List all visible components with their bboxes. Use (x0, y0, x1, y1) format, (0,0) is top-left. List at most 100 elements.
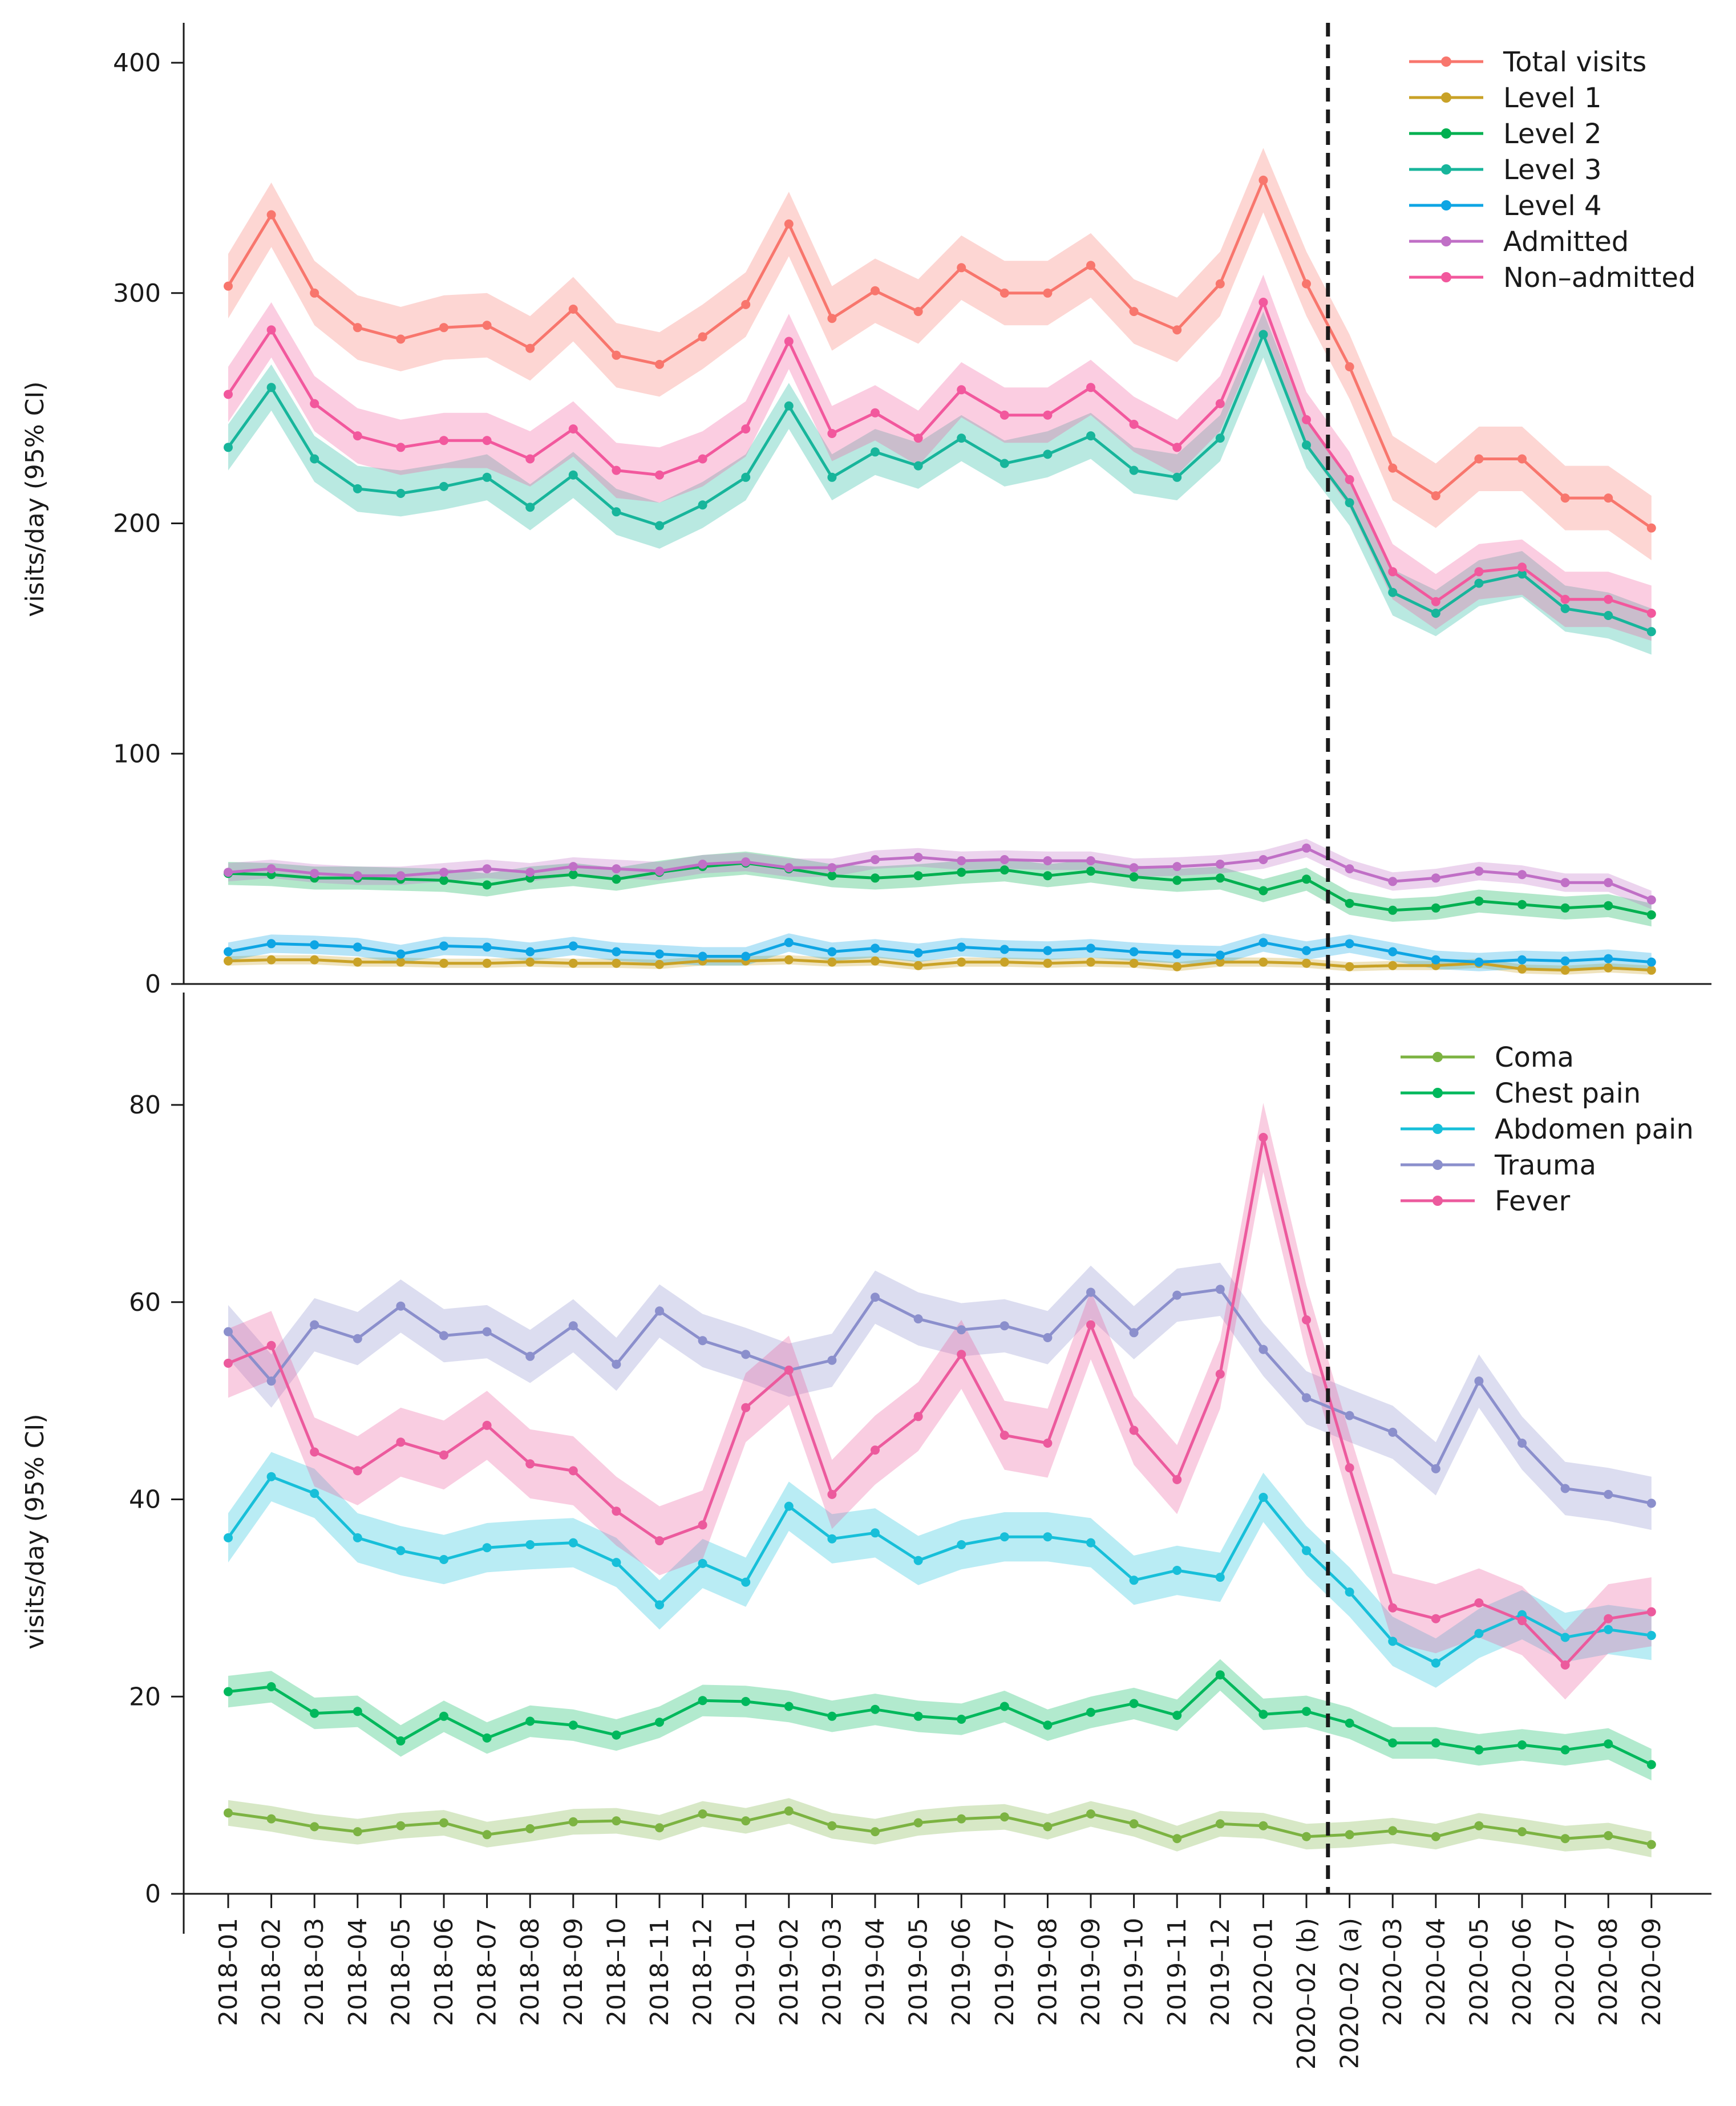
data-point-bottom-2 (1259, 1493, 1268, 1502)
data-point-top-2 (871, 873, 880, 883)
data-point-top-4 (353, 942, 362, 952)
series-line-bottom-1 (228, 1673, 1652, 1766)
data-point-top-4 (1043, 946, 1053, 955)
data-point-top-5 (1259, 855, 1268, 864)
data-point-bottom-1 (1560, 1745, 1570, 1755)
data-point-bottom-1 (396, 1736, 406, 1745)
data-point-bottom-3 (1431, 1464, 1440, 1473)
data-point-top-3 (612, 507, 621, 517)
y-axis-label-top: visits/day (95% CI) (21, 381, 50, 617)
data-point-top-1 (655, 959, 664, 969)
data-point-bottom-3 (612, 1359, 621, 1369)
data-point-top-2 (1604, 901, 1613, 910)
data-point-bottom-2 (913, 1556, 923, 1565)
data-point-top-4 (1172, 949, 1182, 959)
x-tick-label: 2018–08 (516, 1918, 545, 2026)
data-point-bottom-2 (871, 1528, 880, 1538)
data-point-bottom-3 (1474, 1376, 1484, 1386)
data-point-top-1 (871, 956, 880, 966)
data-point-top-2 (568, 870, 578, 880)
x-tick-label: 2019–10 (1120, 1918, 1149, 2026)
data-point-top-6 (525, 454, 535, 464)
data-point-bottom-1 (482, 1733, 492, 1743)
data-point-top-4 (1215, 950, 1225, 960)
data-point-top-3 (482, 472, 492, 482)
data-point-top-1 (353, 957, 362, 967)
data-point-bottom-4 (999, 1431, 1009, 1440)
data-point-bottom-4 (1086, 1320, 1095, 1330)
y-tick-label-top: 300 (113, 279, 161, 308)
data-point-bottom-2 (1086, 1538, 1095, 1548)
x-tick-label: 2019–11 (1163, 1918, 1192, 2026)
legend-marker-top-0 (1441, 56, 1451, 67)
data-point-bottom-3 (568, 1321, 578, 1331)
data-point-top-3 (741, 472, 751, 482)
data-point-bottom-0 (698, 1809, 707, 1819)
legend-marker-top-5 (1441, 236, 1451, 246)
data-point-bottom-3 (1215, 1285, 1225, 1294)
data-point-top-4 (1604, 954, 1613, 963)
data-point-top-0 (957, 263, 966, 273)
data-point-bottom-0 (1086, 1809, 1095, 1819)
data-point-top-3 (310, 454, 319, 464)
data-point-bottom-4 (525, 1459, 535, 1469)
data-point-top-5 (1474, 866, 1484, 876)
data-point-bottom-3 (439, 1331, 448, 1340)
data-point-bottom-0 (957, 1814, 966, 1824)
data-point-bottom-0 (612, 1816, 621, 1826)
data-point-top-4 (741, 951, 751, 961)
data-point-top-0 (999, 288, 1009, 298)
data-point-top-0 (1388, 463, 1398, 473)
data-point-top-4 (612, 947, 621, 957)
data-point-top-6 (1388, 567, 1398, 577)
data-point-top-3 (396, 489, 406, 498)
data-point-bottom-4 (1043, 1439, 1053, 1448)
data-point-top-4 (1302, 946, 1311, 955)
data-point-top-3 (1604, 611, 1613, 620)
data-point-bottom-4 (612, 1506, 621, 1516)
data-point-top-6 (957, 385, 966, 395)
y-tick-label-bottom: 60 (129, 1288, 161, 1317)
series-line-top-4 (228, 941, 1652, 964)
data-point-top-6 (1474, 567, 1484, 577)
data-point-top-3 (1345, 498, 1354, 508)
data-point-top-0 (353, 323, 362, 333)
data-point-top-4 (1086, 943, 1095, 953)
data-point-top-6 (266, 325, 276, 335)
series-line-top-5 (228, 847, 1652, 901)
data-point-bottom-2 (266, 1472, 276, 1481)
data-point-bottom-1 (1388, 1738, 1398, 1748)
data-point-bottom-4 (1129, 1425, 1139, 1435)
data-point-bottom-2 (655, 1600, 664, 1610)
data-point-top-3 (1388, 588, 1398, 597)
data-point-bottom-3 (1086, 1287, 1095, 1297)
data-point-bottom-4 (784, 1366, 794, 1375)
data-point-top-5 (999, 855, 1009, 864)
data-point-bottom-4 (655, 1536, 664, 1546)
data-point-bottom-1 (266, 1682, 276, 1691)
data-point-top-1 (957, 957, 966, 967)
y-tick-label-bottom: 40 (129, 1485, 161, 1514)
legend-label-top-1: Level 1 (1503, 82, 1602, 114)
legend-label-top-6: Non–admitted (1503, 262, 1695, 294)
data-point-bottom-3 (396, 1301, 406, 1311)
data-point-top-4 (224, 947, 233, 957)
data-point-top-4 (827, 947, 837, 957)
data-point-top-3 (1560, 604, 1570, 613)
data-point-top-5 (310, 869, 319, 878)
data-point-bottom-2 (1431, 1658, 1440, 1668)
data-point-top-4 (1431, 955, 1440, 965)
data-point-bottom-4 (1474, 1598, 1484, 1607)
data-point-top-6 (827, 429, 837, 438)
ci-band-top-2 (228, 851, 1652, 927)
data-point-bottom-4 (1431, 1614, 1440, 1623)
data-point-bottom-1 (1172, 1711, 1182, 1720)
x-tick-label: 2020–03 (1378, 1918, 1407, 2026)
data-point-top-4 (1560, 956, 1570, 966)
data-point-bottom-2 (525, 1540, 535, 1549)
data-point-bottom-4 (482, 1420, 492, 1430)
data-point-bottom-3 (871, 1293, 880, 1302)
data-point-bottom-3 (224, 1327, 233, 1336)
data-point-top-3 (525, 503, 535, 512)
x-tick-label: 2020–09 (1637, 1918, 1666, 2026)
